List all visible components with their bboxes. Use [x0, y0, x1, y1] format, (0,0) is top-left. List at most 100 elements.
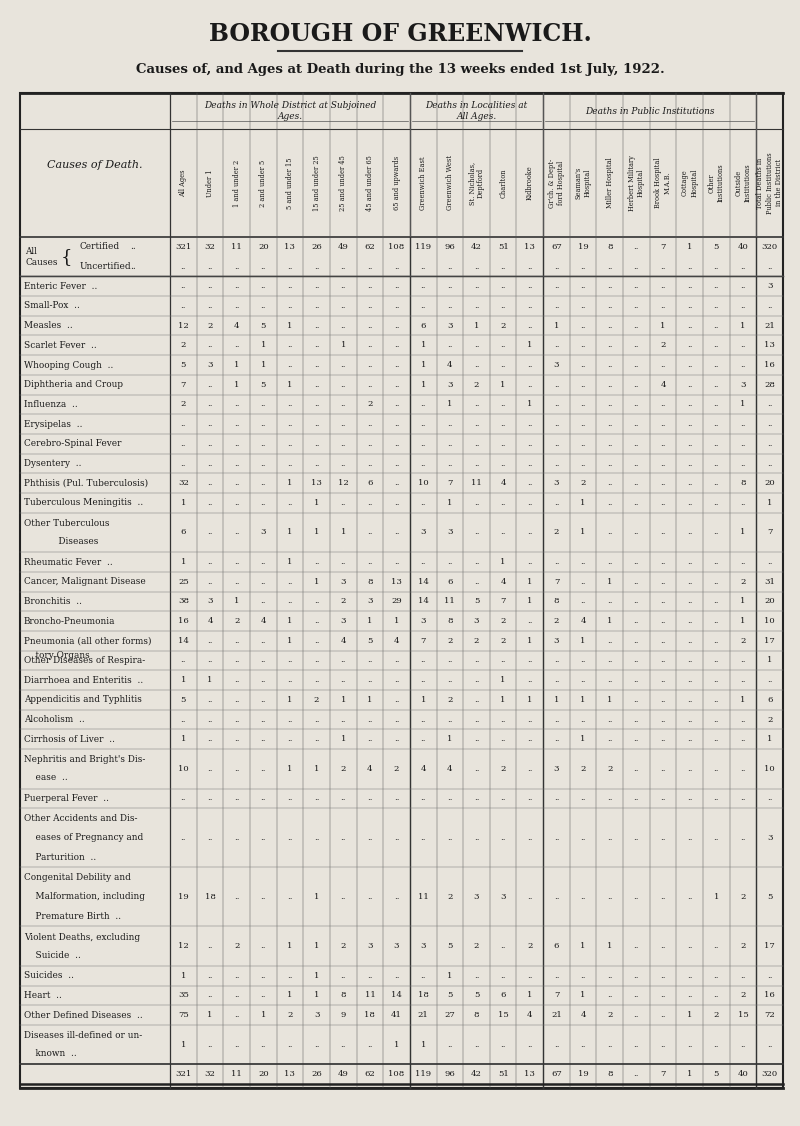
Text: Dysentery  ..: Dysentery .. [24, 459, 82, 468]
Text: ..: .. [740, 716, 746, 724]
Text: ..: .. [314, 322, 319, 330]
Text: 1: 1 [261, 341, 266, 349]
Text: ..: .. [394, 480, 399, 488]
Text: ..: .. [634, 716, 639, 724]
Text: ..: .. [501, 361, 506, 369]
Text: ..: .. [634, 1070, 639, 1079]
Text: Parturition  ..: Parturition .. [24, 854, 96, 863]
Text: 18: 18 [418, 991, 429, 1000]
Text: ..: .. [714, 716, 719, 724]
Text: ..: .. [421, 302, 426, 310]
Text: 20: 20 [764, 480, 775, 488]
Text: 49: 49 [338, 243, 349, 251]
Text: 3: 3 [554, 637, 559, 645]
Text: ..: .. [474, 794, 479, 803]
Text: ..: .. [687, 656, 693, 664]
Text: 11: 11 [471, 480, 482, 488]
Text: ..: .. [607, 322, 613, 330]
Text: ..: .. [314, 262, 319, 270]
Text: 51: 51 [498, 243, 509, 251]
Text: ..: .. [501, 420, 506, 428]
Text: ..: .. [687, 578, 693, 586]
Text: 3: 3 [767, 833, 773, 842]
Text: 6: 6 [767, 696, 772, 704]
Text: 5: 5 [261, 322, 266, 330]
Text: ..: .. [314, 735, 319, 743]
Text: ..: .. [287, 598, 293, 606]
Text: ..: .. [207, 972, 213, 980]
Text: ..: .. [554, 499, 559, 507]
Text: ..: .. [287, 401, 293, 409]
Text: ..: .. [181, 459, 186, 467]
Text: ..: .. [314, 361, 319, 369]
Text: ..: .. [261, 401, 266, 409]
Text: ..: .. [234, 480, 239, 488]
Text: ..: .. [314, 420, 319, 428]
Text: ..: .. [261, 696, 266, 704]
Text: Total Deaths in
Public Institutions
in the District: Total Deaths in Public Institutions in t… [757, 152, 783, 214]
Text: ..: .. [714, 637, 719, 645]
Text: ..: .. [607, 716, 613, 724]
Text: ..: .. [394, 716, 399, 724]
Text: 31: 31 [764, 578, 775, 586]
Text: Whooping Cough  ..: Whooping Cough .. [24, 360, 114, 369]
Text: ..: .. [607, 302, 613, 310]
Text: ..: .. [660, 283, 666, 291]
Text: 6: 6 [421, 322, 426, 330]
Text: Small-Pox  ..: Small-Pox .. [24, 302, 80, 311]
Text: ..: .. [394, 381, 399, 388]
Text: ..: .. [740, 972, 746, 980]
Text: Congenital Debility and: Congenital Debility and [24, 873, 131, 882]
Text: ..: .. [527, 440, 533, 448]
Text: ..: .. [474, 677, 479, 685]
Text: ..: .. [474, 716, 479, 724]
Text: ..: .. [554, 302, 559, 310]
Text: 28: 28 [764, 381, 775, 388]
Text: ..: .. [634, 578, 639, 586]
Text: 1: 1 [181, 558, 186, 566]
Text: ..: .. [714, 283, 719, 291]
Text: 1: 1 [581, 637, 586, 645]
Text: ..: .. [767, 558, 773, 566]
Text: 10: 10 [764, 765, 775, 772]
Text: {: { [60, 248, 72, 266]
Text: 1: 1 [447, 401, 453, 409]
Text: ..: .. [341, 401, 346, 409]
Text: ..: .. [554, 893, 559, 901]
Text: 4: 4 [501, 480, 506, 488]
Text: ..: .. [234, 833, 239, 842]
Text: ..: .. [367, 420, 373, 428]
Text: 10: 10 [418, 480, 429, 488]
Text: ..: .. [394, 420, 399, 428]
Text: ..: .. [660, 302, 666, 310]
Text: ..: .. [287, 716, 293, 724]
Text: 1: 1 [660, 322, 666, 330]
Text: ..: .. [580, 262, 586, 270]
Text: 75: 75 [178, 1011, 189, 1019]
Text: ..: .. [287, 578, 293, 586]
Text: tory Organs: tory Organs [24, 652, 90, 661]
Text: 1: 1 [501, 558, 506, 566]
Text: ..: .. [367, 440, 373, 448]
Text: ..: .. [660, 401, 666, 409]
Text: ..: .. [447, 656, 453, 664]
Text: ..: .. [367, 558, 373, 566]
Text: 11: 11 [418, 893, 429, 901]
Text: ..: .. [234, 459, 239, 467]
Text: Charlton: Charlton [499, 168, 507, 198]
Text: 13: 13 [764, 341, 775, 349]
Text: Diseases ill-defined or un-: Diseases ill-defined or un- [24, 1031, 142, 1040]
Text: ..: .. [447, 459, 453, 467]
Text: ..: .. [687, 942, 693, 950]
Text: 3: 3 [421, 942, 426, 950]
Text: ..: .. [341, 381, 346, 388]
Text: 29: 29 [391, 598, 402, 606]
Text: ..: .. [234, 972, 239, 980]
Text: 6: 6 [501, 991, 506, 1000]
Text: BOROUGH OF GREENWICH.: BOROUGH OF GREENWICH. [209, 23, 591, 46]
Text: ..: .. [580, 833, 586, 842]
Text: ..: .. [287, 440, 293, 448]
Text: 5: 5 [447, 942, 453, 950]
Text: 8: 8 [740, 480, 746, 488]
Text: ..: .. [634, 283, 639, 291]
